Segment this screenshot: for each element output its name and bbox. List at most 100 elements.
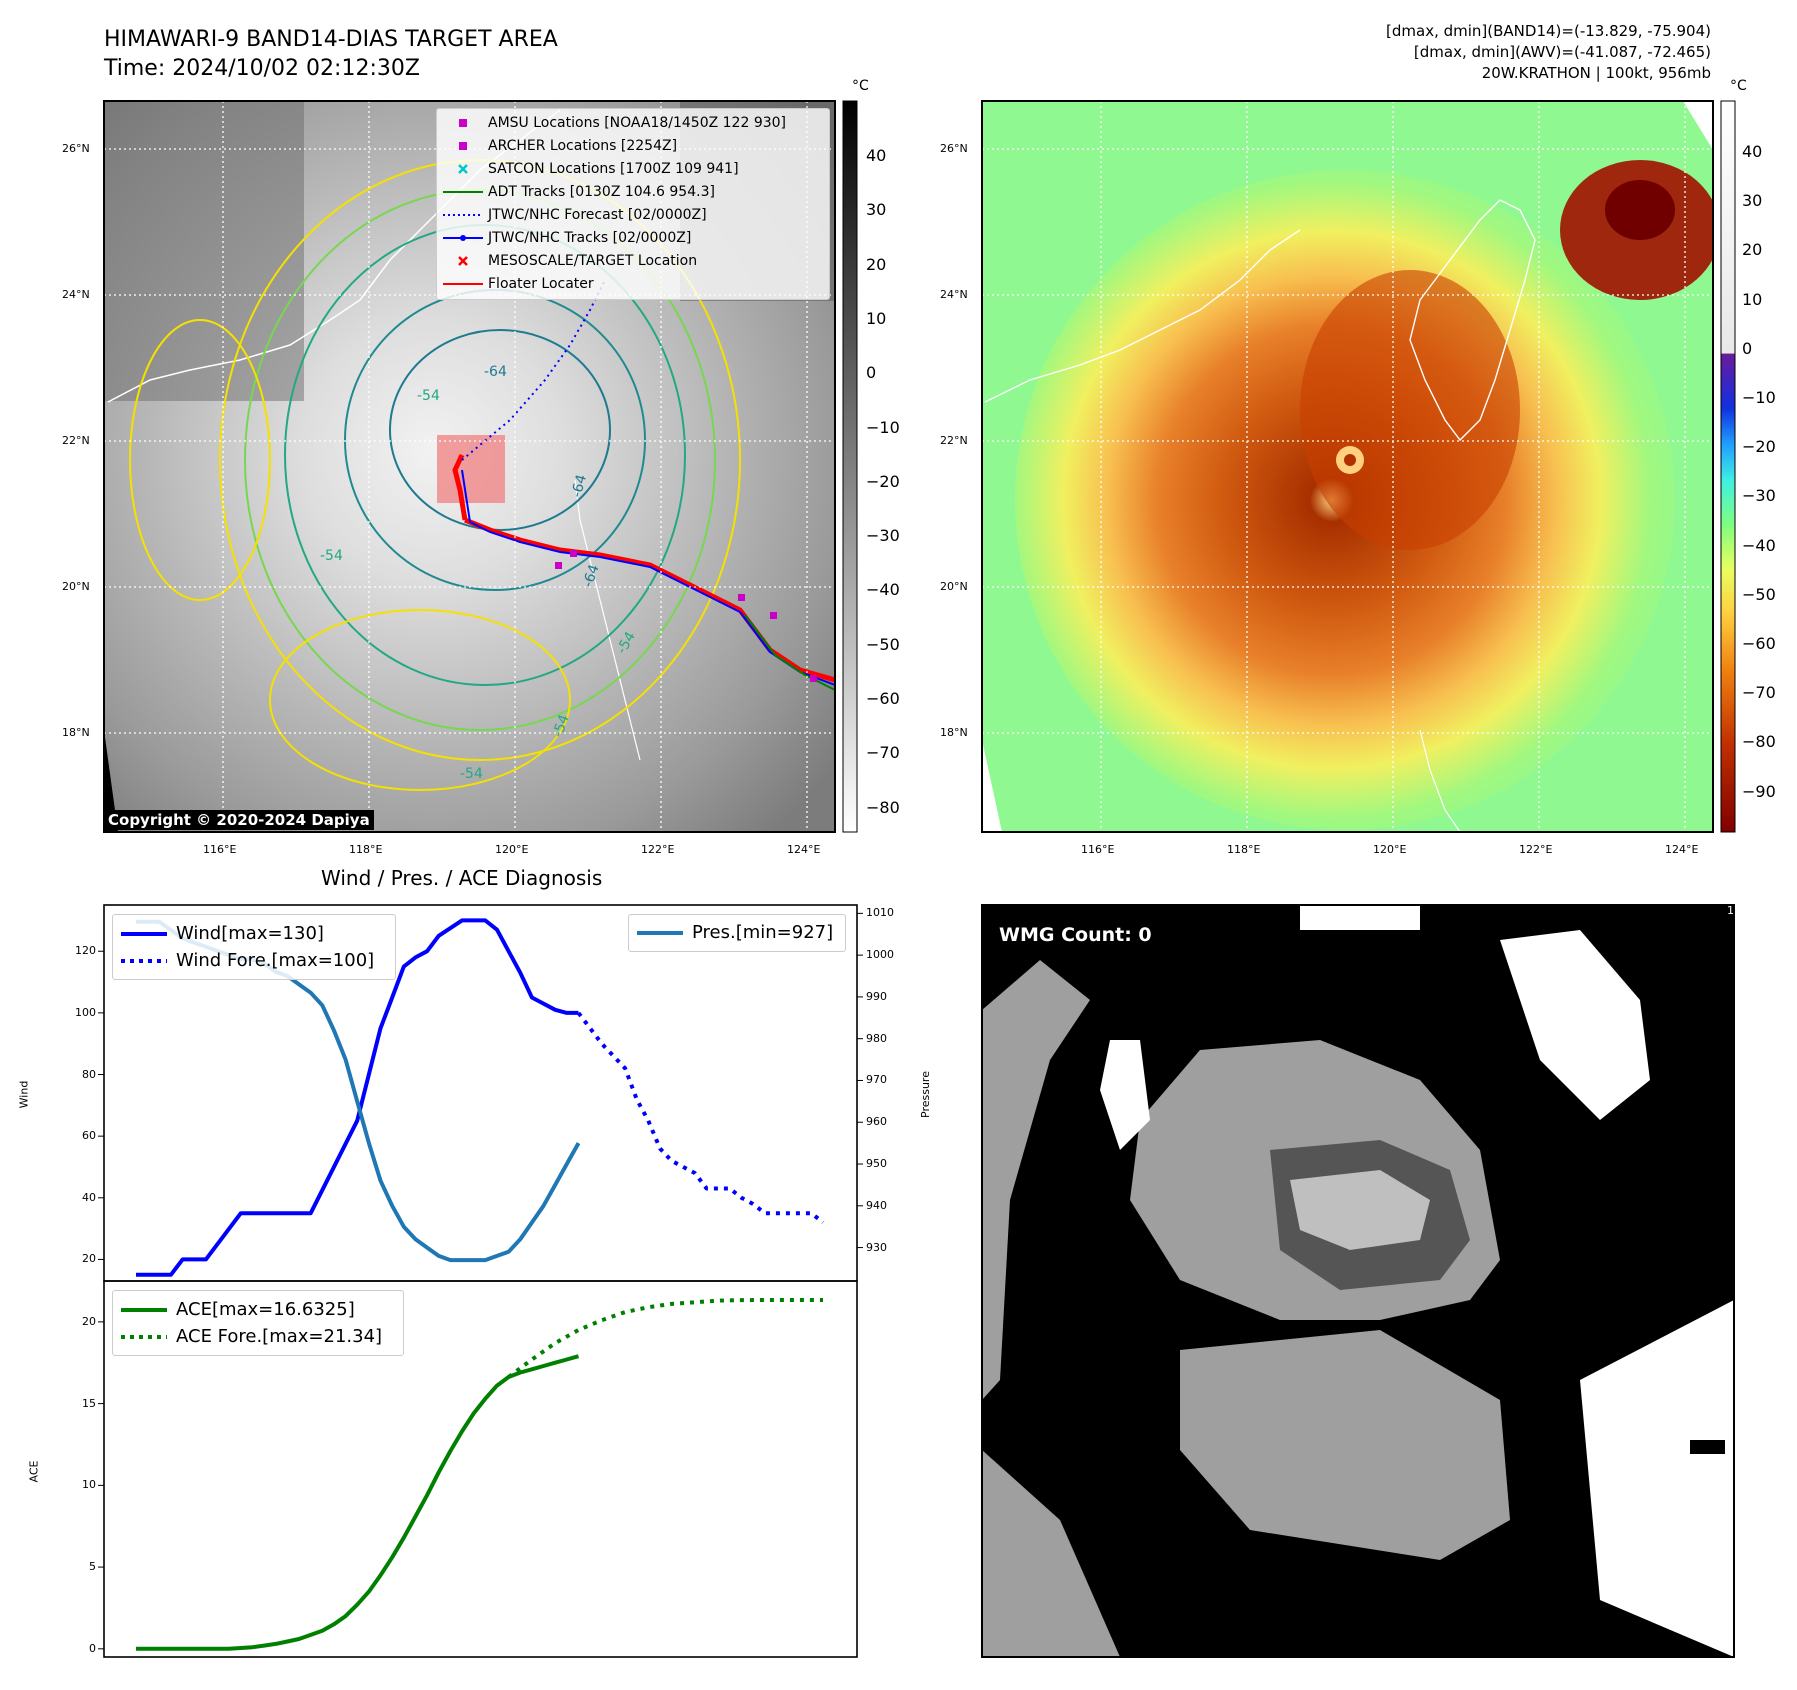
legend-ace-fore-label: ACE Fore.[max=21.34]	[176, 1326, 383, 1347]
legend-swatch	[459, 142, 467, 150]
color-colorbar-tick: 40	[1742, 142, 1763, 161]
ace-tick-label: 15	[82, 1396, 96, 1410]
legend-swatch	[459, 119, 467, 127]
color-colorbar-tick: −90	[1742, 781, 1776, 801]
legend-pres-label: Pres.[min=927]	[692, 922, 834, 943]
pressure-tick-label: 930	[866, 1240, 887, 1254]
series-line-ace	[136, 1354, 580, 1651]
ir-lon-label: 120°E	[495, 843, 529, 856]
color-colorbar-tick: −50	[1742, 584, 1776, 604]
ir-colorbar-tick: −20	[866, 471, 900, 491]
color-colorbar-unit: °C	[1730, 78, 1747, 94]
pressure-tick-label: 980	[866, 1031, 887, 1045]
ace-tick-label: 10	[82, 1478, 96, 1492]
legend-row: JTWC/NHC Tracks [02/0000Z]	[437, 227, 829, 250]
figure-title: HIMAWARI-9 BAND14-DIAS TARGET AREA	[104, 27, 558, 52]
color-colorbar-tick: 0	[1742, 338, 1753, 358]
legend-label: AMSU Locations [NOAA18/1450Z 122 930]	[488, 115, 787, 131]
legend-wind-fore-label: Wind Fore.[max=100]	[176, 950, 375, 971]
pressure-tick-label: 970	[866, 1073, 887, 1087]
legend-ace-label: ACE[max=16.6325]	[176, 1299, 355, 1320]
figure-time: Time: 2024/10/02 02:12:30Z	[104, 56, 420, 81]
pressure-tick-label: 940	[866, 1198, 887, 1212]
pressure-tick-label: 1000	[866, 948, 894, 962]
legend-swatch	[443, 283, 483, 285]
ir-colorbar-tick: −50	[866, 634, 900, 654]
ace-legend: ACE[max=16.6325] ACE Fore.[max=21.34]	[112, 1290, 404, 1356]
ace-ylabel: ACE	[27, 1460, 41, 1483]
pressure-tick-label: 950	[866, 1157, 887, 1171]
ir-colorbar-tick: −70	[866, 743, 900, 763]
wind-tick-label: 40	[82, 1190, 96, 1204]
color-lat-label: 22°N	[940, 434, 968, 447]
ace-tick-label: 0	[89, 1641, 96, 1655]
color-colorbar-tick: 20	[1742, 240, 1763, 260]
contour-label: -64	[568, 472, 591, 500]
color-lat-label: 20°N	[940, 580, 968, 593]
legend-row: AMSU Locations [NOAA18/1450Z 122 930]	[437, 112, 829, 135]
legend-swatch	[443, 235, 483, 241]
color-lat-label: 18°N	[940, 726, 968, 739]
color-lon-label: 116°E	[1081, 843, 1115, 856]
stats-awv: [dmax, dmin](AWV)=(-41.087, -72.465)	[1413, 43, 1711, 61]
contour-label: -64	[580, 562, 603, 590]
ir-lat-label: 22°N	[62, 434, 90, 447]
color-lon-label: 122°E	[1519, 843, 1553, 856]
ir-lon-label: 118°E	[349, 843, 383, 856]
color-colorbar-tick: −70	[1742, 683, 1776, 703]
ir-colorbar-tick: 40	[866, 146, 887, 165]
color-colorbar-tick: −30	[1742, 486, 1776, 506]
legend-swatch	[443, 191, 483, 193]
ir-colorbar-tick: −10	[866, 417, 900, 437]
legend-label: ADT Tracks [0130Z 104.6 954.3]	[488, 184, 715, 200]
color-colorbar-tick: −10	[1742, 388, 1776, 407]
stats-storm: 20W.KRATHON | 100kt, 956mb	[1481, 64, 1711, 82]
ir-lat-label: 24°N	[62, 288, 90, 301]
series-line-wind-fore	[576, 1011, 825, 1224]
legend-row: MESOSCALE/TARGET Location	[437, 250, 829, 273]
color-lat-label: 26°N	[940, 142, 968, 155]
contour-label: -54	[320, 548, 343, 564]
ir-colorbar-unit: °C	[852, 78, 869, 94]
legend-swatch	[458, 164, 468, 174]
legend-swatch	[443, 214, 483, 216]
wind-tick-label: 20	[82, 1252, 96, 1266]
ir-colorbar-tick: 20	[866, 254, 887, 274]
ir-lat-label: 26°N	[62, 142, 90, 155]
wind-legend: Wind[max=130] Wind Fore.[max=100]	[112, 914, 396, 980]
color-lat-label: 24°N	[940, 288, 968, 301]
ir-colorbar-tick: 0	[866, 363, 877, 383]
ir-lon-label: 122°E	[641, 843, 675, 856]
pressure-ylabel: Pressure	[918, 1071, 932, 1118]
legend-label: ARCHER Locations [2254Z]	[488, 138, 678, 154]
wind-tick-label: 120	[75, 944, 96, 958]
legend-wind-label: Wind[max=130]	[176, 923, 324, 944]
legend-row: Floater Locater	[437, 273, 829, 296]
color-colorbar-tick: −60	[1742, 634, 1776, 653]
legend-label: JTWC/NHC Forecast [02/0000Z]	[488, 207, 707, 223]
color-lon-label: 120°E	[1373, 843, 1407, 856]
ir-colorbar-tick: −60	[866, 689, 900, 708]
ir-colorbar-tick: −80	[866, 797, 900, 817]
color-colorbar-tick: 10	[1742, 289, 1763, 309]
chart-title: Wind / Pres. / ACE Diagnosis	[321, 866, 603, 890]
legend-row: ARCHER Locations [2254Z]	[437, 135, 829, 158]
color-colorbar-tick: −40	[1742, 535, 1776, 555]
legend-label: Floater Locater	[488, 276, 594, 292]
ir-lon-label: 116°E	[203, 843, 237, 856]
ace-tick-label: 5	[89, 1560, 96, 1574]
series-line-ace-fore	[507, 1298, 823, 1379]
ir-colorbar-tick: 10	[866, 308, 887, 328]
legend-row: JTWC/NHC Forecast [02/0000Z]	[437, 204, 829, 227]
color-lon-label: 124°E	[1665, 843, 1699, 856]
stats-band14: [dmax, dmin](BAND14)=(-13.829, -75.904)	[1386, 22, 1711, 40]
pressure-tick-label: 990	[866, 989, 887, 1003]
contour-label: -54	[550, 712, 573, 740]
wmg-count-label: WMG Count: 0	[993, 922, 1158, 948]
ir-colorbar-tick: −30	[866, 526, 900, 546]
ir-lon-label: 124°E	[787, 843, 821, 856]
pressure-legend: Pres.[min=927]	[628, 914, 846, 952]
wind-tick-label: 60	[82, 1129, 96, 1143]
wmg-corner-mark: 1	[1727, 904, 1734, 917]
color-colorbar-tick: −20	[1742, 437, 1776, 457]
